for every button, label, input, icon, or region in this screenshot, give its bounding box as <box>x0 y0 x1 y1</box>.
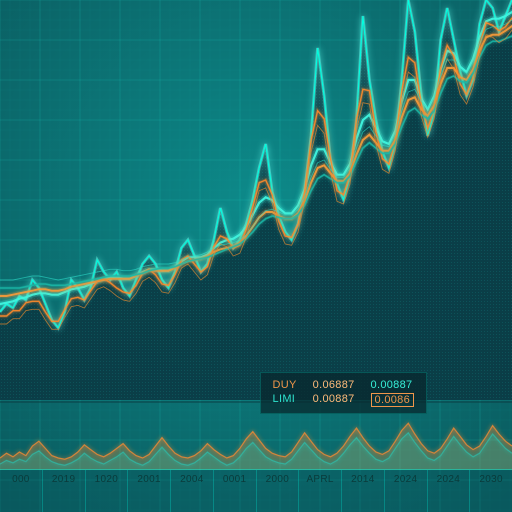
xaxis-tick: 1020 <box>85 470 128 512</box>
legend-row-0-label: DUY <box>273 379 297 391</box>
legend-row-0-v1: 0.06887 <box>313 379 355 391</box>
chart-canvas <box>0 0 512 512</box>
xaxis-tick: 0001 <box>213 470 256 512</box>
legend-row-1-v1: 0.00887 <box>313 393 355 405</box>
xaxis-tick: 2024 <box>427 470 470 512</box>
legend-panel: DUY LIMI 0.06887 0.00887 0.00887 0.0086 <box>260 372 427 414</box>
xaxis-tick: 2030 <box>469 470 512 512</box>
legend-row-1-label: LIMI <box>273 393 297 405</box>
xaxis-tick: APRL <box>298 470 341 512</box>
xaxis-tick: 2014 <box>341 470 384 512</box>
legend-row-0-v2: 0.00887 <box>371 379 414 391</box>
xaxis-tick: 2000 <box>256 470 299 512</box>
xaxis-tick: 2019 <box>42 470 85 512</box>
xaxis-tick: 2004 <box>170 470 213 512</box>
x-axis: 000201910202001200400012000APRL201420242… <box>0 469 512 512</box>
xaxis-tick: 2001 <box>127 470 170 512</box>
xaxis-tick: 2024 <box>384 470 427 512</box>
xaxis-tick: 000 <box>0 470 42 512</box>
legend-row-1-v2: 0.0086 <box>371 393 414 407</box>
